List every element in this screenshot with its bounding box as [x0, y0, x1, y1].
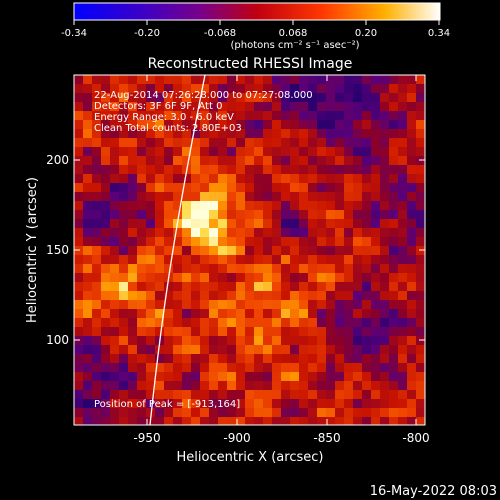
colorbar-tick-label: 0.20: [355, 28, 377, 39]
colorbar-units: (photons cm⁻² s⁻¹ asec⁻²): [230, 40, 359, 51]
annotation-line: Clean Total counts: 2.80E+03: [94, 123, 242, 134]
x-tick-label: -900: [223, 431, 250, 445]
y-tick-label: 100: [46, 333, 69, 347]
annotation-block: 22-Aug-2014 07:26:28.000 to 07:27:08.000…: [94, 90, 313, 134]
x-tick-label: -800: [402, 431, 429, 445]
y-axis-label: Heliocentric Y (arcsec): [25, 177, 40, 323]
x-tick-label: -950: [133, 431, 160, 445]
y-tick-label: 200: [46, 153, 69, 167]
plot-title: Reconstructed RHESSI Image: [148, 56, 353, 72]
annotation-line: Energy Range: 3.0 - 6.0 keV: [94, 112, 234, 123]
colorbar: [73, 2, 441, 21]
annotation-line: Detectors: 3F 6F 9F, Att 0: [94, 101, 222, 112]
rhessi-image-map: [74, 75, 425, 425]
axis-ticks: -950 -900 -850 -800 100 150 200: [46, 75, 430, 445]
colorbar-tick-label: 0.068: [279, 28, 308, 39]
solar-limb-line: [149, 75, 206, 425]
colorbar-tick-label: -0.20: [134, 28, 160, 39]
footer-timestamp: 16-May-2022 08:03: [370, 484, 497, 499]
peak-position-label: Position of Peak = [-913,164]: [94, 399, 240, 410]
colorbar-tick-label: 0.34: [428, 28, 450, 39]
colorbar-tick-label: -0.34: [61, 28, 87, 39]
x-tick-label: -850: [313, 431, 340, 445]
x-axis-label: Heliocentric X (arcsec): [177, 450, 324, 465]
colorbar-ticks: -0.34 -0.20 -0.068 0.068 0.20 0.34: [61, 20, 450, 39]
y-tick-label: 150: [46, 243, 69, 257]
colorbar-tick-label: -0.068: [204, 28, 236, 39]
annotation-line: 22-Aug-2014 07:26:28.000 to 07:27:08.000: [94, 90, 313, 101]
